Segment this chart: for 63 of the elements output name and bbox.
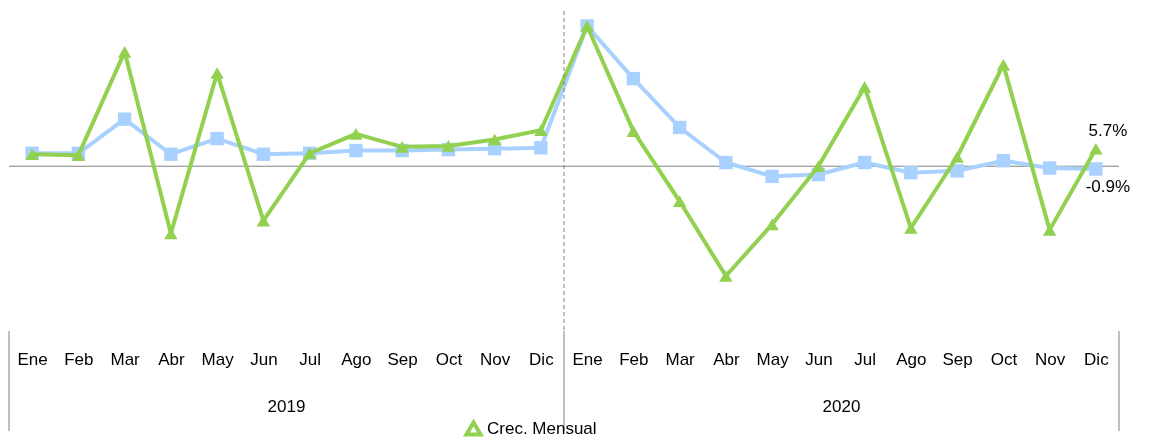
point xyxy=(164,147,178,161)
point xyxy=(1089,142,1103,155)
x-tick-label: Feb xyxy=(619,349,649,369)
x-tick-label: Nov xyxy=(1035,349,1066,369)
point xyxy=(395,141,409,153)
point xyxy=(1042,161,1057,175)
data-label: -0.9% xyxy=(1085,176,1131,196)
x-tick-label: Ago xyxy=(341,349,372,369)
point xyxy=(950,151,964,163)
text: 2019 xyxy=(267,397,306,416)
point xyxy=(857,155,872,170)
x-tick-label: Sep xyxy=(942,349,973,369)
point xyxy=(765,169,779,184)
point xyxy=(117,112,132,126)
point xyxy=(719,155,733,170)
x-tick-label: Dic xyxy=(529,349,555,369)
point xyxy=(857,81,872,93)
point xyxy=(765,218,779,231)
point xyxy=(904,222,918,234)
x-tick-label: Mar xyxy=(110,349,141,369)
point xyxy=(904,165,918,180)
point xyxy=(210,67,224,79)
x-tick-label: Ene xyxy=(572,349,603,369)
point xyxy=(996,153,1011,168)
point xyxy=(626,125,641,137)
x-tick-label: Oct xyxy=(990,349,1018,369)
text: 2020 xyxy=(822,397,861,416)
point xyxy=(672,120,687,135)
point xyxy=(349,128,363,140)
point xyxy=(719,270,733,282)
x-tick-label: Oct xyxy=(435,349,463,369)
x-tick-label: Jul xyxy=(299,349,321,369)
point xyxy=(811,160,826,173)
x-tick-label: Jun xyxy=(250,349,278,369)
x-tick-label: Mar xyxy=(665,349,696,369)
point xyxy=(487,133,502,146)
point xyxy=(117,46,132,58)
x-tick-label: Feb xyxy=(64,349,94,369)
x-tick-label: May xyxy=(201,349,235,369)
legend-label: Crec. Mensual xyxy=(487,418,597,438)
point xyxy=(210,131,224,146)
point xyxy=(534,141,548,155)
point xyxy=(534,124,548,137)
point xyxy=(349,143,363,158)
x-tick-label: Jul xyxy=(854,349,876,369)
x-tick-label: Abr xyxy=(158,349,185,369)
x-tick-label: Sep xyxy=(387,349,418,369)
x-tick-label: Jun xyxy=(805,349,833,369)
point xyxy=(996,58,1011,71)
point xyxy=(441,140,456,152)
x-tick-label: Ago xyxy=(896,349,927,369)
x-tick-label: May xyxy=(756,349,790,369)
point xyxy=(1089,162,1103,176)
point xyxy=(950,164,964,178)
x-tick-label: Nov xyxy=(480,349,511,369)
x-tick-label: Ene xyxy=(17,349,48,369)
x-tick-label: Abr xyxy=(713,349,740,369)
point xyxy=(256,147,271,161)
point xyxy=(672,195,687,208)
point xyxy=(256,214,271,227)
point xyxy=(626,71,641,86)
x-tick-label: Dic xyxy=(1084,349,1110,369)
data-label: 5.7% xyxy=(1088,120,1128,140)
